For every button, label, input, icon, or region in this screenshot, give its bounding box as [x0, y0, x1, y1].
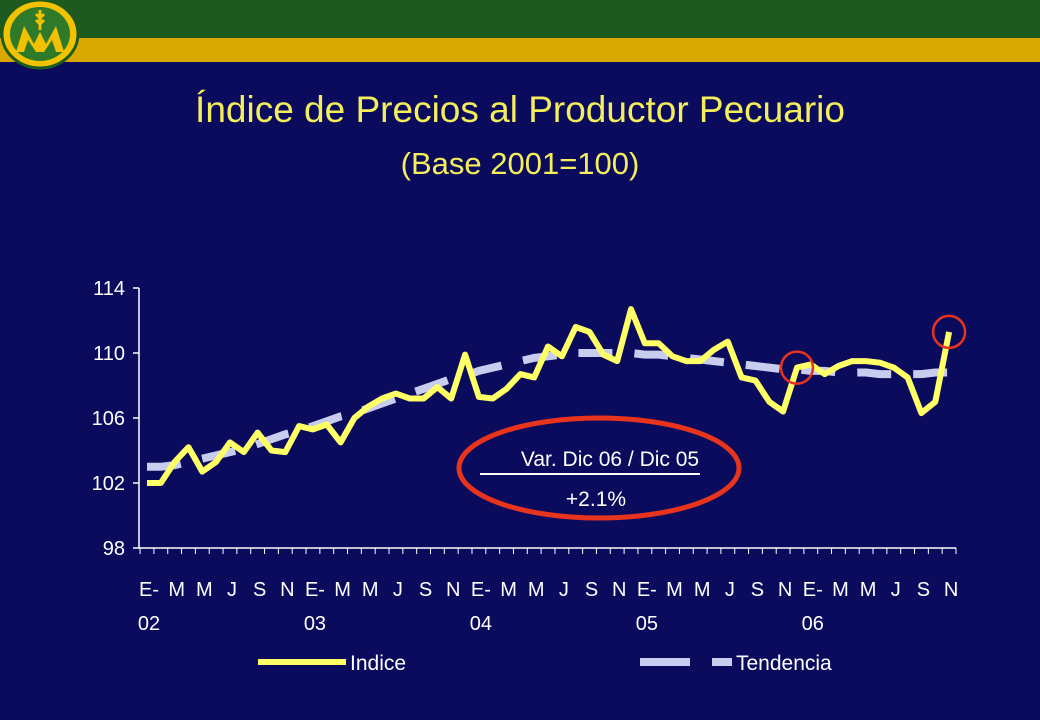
x-tick-label: E-	[803, 579, 823, 601]
chart-series	[147, 306, 953, 486]
x-tick-label: E-	[305, 579, 325, 601]
header-green-band	[0, 0, 1040, 38]
x-tick-label: N	[944, 579, 958, 601]
highlight-circle	[779, 350, 815, 385]
x-tick-label: E-	[139, 579, 159, 601]
legend-label-tendencia: Tendencia	[736, 652, 832, 675]
x-tick-label: S	[917, 579, 930, 601]
x-tick-label: N	[778, 579, 792, 601]
x-tick-label: M	[860, 579, 877, 601]
x-tick-label: M	[168, 579, 185, 601]
chart-highlights	[779, 314, 967, 385]
variation-ellipse	[456, 415, 742, 521]
y-tick-label: 102	[92, 473, 125, 495]
x-year-label: 04	[470, 613, 492, 635]
x-tick-label: N	[612, 579, 626, 601]
x-tick-label: M	[500, 579, 517, 601]
x-tick-label: E-	[637, 579, 657, 601]
header-gold-band	[0, 38, 1040, 62]
x-tick-label: N	[446, 579, 460, 601]
chart-legend: Indice Tendencia	[258, 652, 832, 675]
x-tick-label: J	[891, 579, 901, 601]
variation-annotation: Var. Dic 06 / Dic 05 +2.1%	[456, 415, 742, 521]
series-line-indice	[147, 306, 953, 486]
x-year-label: 02	[138, 613, 160, 635]
x-tick-label: M	[528, 579, 545, 601]
x-tick-label: J	[559, 579, 569, 601]
x-tick-label: M	[362, 579, 379, 601]
y-tick-label: 110	[93, 343, 125, 365]
highlight-circle	[931, 314, 967, 350]
x-tick-label: S	[253, 579, 266, 601]
x-tick-label: S	[751, 579, 764, 601]
page-subtitle: (Base 2001=100)	[400, 146, 640, 181]
x-tick-label: E-	[471, 579, 491, 601]
x-tick-label: S	[419, 579, 432, 601]
x-tick-label: N	[280, 579, 294, 601]
x-tick-label: J	[393, 579, 403, 601]
x-tick-label: J	[227, 579, 237, 601]
page-title: Índice de Precios al Productor Pecuario	[195, 89, 845, 130]
y-tick-label: 114	[93, 278, 125, 300]
x-year-label: 03	[304, 613, 326, 635]
x-tick-label: M	[666, 579, 683, 601]
x-tick-label: M	[694, 579, 711, 601]
x-year-label: 06	[802, 613, 824, 635]
y-tick-label: 98	[103, 538, 125, 560]
x-tick-label: M	[196, 579, 213, 601]
x-tick-label: M	[334, 579, 351, 601]
legend-label-indice: Indice	[350, 652, 406, 675]
x-year-label: 05	[636, 613, 658, 635]
x-tick-label: S	[585, 579, 598, 601]
variation-label: Var. Dic 06 / Dic 05	[521, 448, 699, 471]
x-tick-label: J	[725, 579, 735, 601]
y-tick-label: 106	[92, 408, 125, 430]
x-tick-label: M	[832, 579, 849, 601]
variation-value: +2.1%	[566, 488, 626, 511]
m-wheat-logo-icon	[0, 0, 80, 70]
